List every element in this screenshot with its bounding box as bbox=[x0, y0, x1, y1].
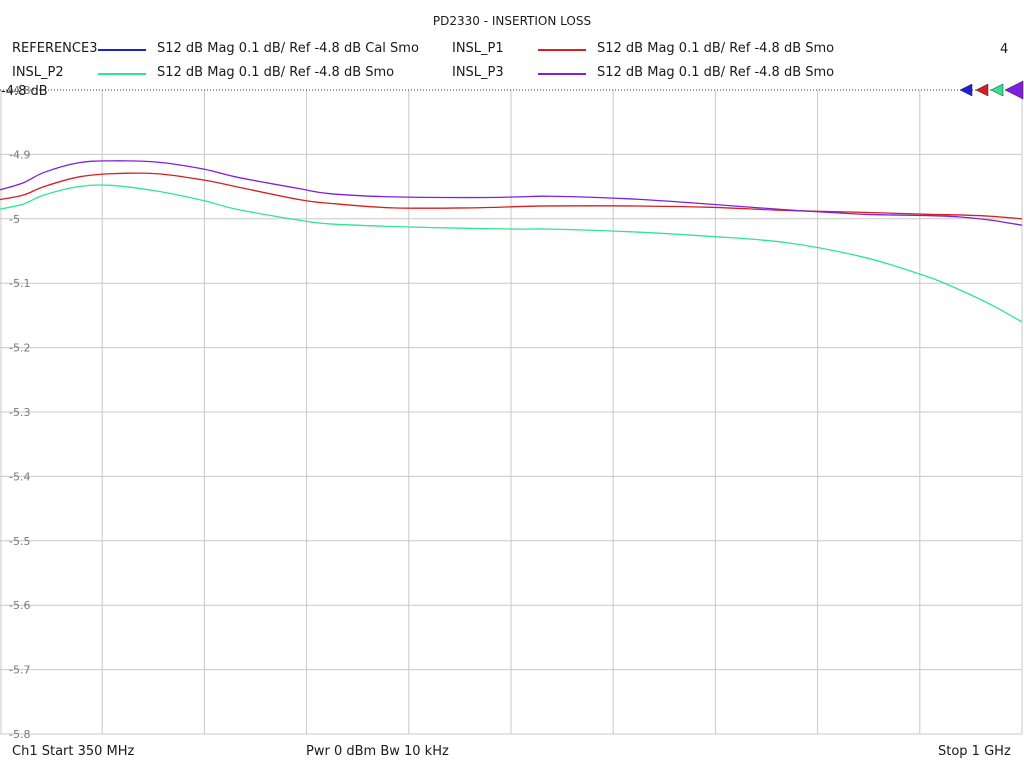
series-line-insl-p3 bbox=[0, 160, 1023, 226]
legend-desc: S12 dB Mag 0.1 dB/ Ref -4.8 dB Smo bbox=[597, 65, 835, 80]
reference-label: -4.8 dB bbox=[1, 84, 48, 99]
y-tick-label: -5.2 bbox=[9, 342, 30, 355]
reference-marker-icon bbox=[990, 83, 1004, 97]
start-frequency: Ch1 Start 350 MHz bbox=[12, 744, 135, 759]
y-tick-label: -5.3 bbox=[9, 406, 30, 419]
series-line-insl-p1 bbox=[0, 172, 1023, 220]
reference-marker-icon bbox=[1004, 80, 1024, 100]
y-tick-label: -5.5 bbox=[9, 535, 30, 548]
reference-marker-icon bbox=[975, 83, 989, 97]
y-tick-label: -5.8 bbox=[9, 728, 30, 741]
legend-name: REFERENCE3 bbox=[12, 41, 98, 56]
trace-markers bbox=[959, 80, 1024, 100]
y-tick-label: -4.8 bbox=[9, 84, 30, 97]
stop-frequency: Stop 1 GHz bbox=[938, 744, 1011, 759]
legend-name: INSL_P2 bbox=[12, 65, 64, 80]
reference-marker-icon bbox=[959, 83, 973, 97]
y-tick-label: -4.9 bbox=[9, 148, 30, 161]
channel-number: 4 bbox=[1000, 42, 1009, 57]
legend-desc: S12 dB Mag 0.1 dB/ Ref -4.8 dB Smo bbox=[597, 41, 835, 56]
legend-desc: S12 dB Mag 0.1 dB/ Ref -4.8 dB Smo bbox=[157, 65, 395, 80]
y-tick-label: -5.7 bbox=[9, 664, 30, 677]
legend-name: INSL_P1 bbox=[452, 41, 504, 56]
y-tick-label: -5.6 bbox=[9, 599, 30, 612]
legend-name: INSL_P3 bbox=[452, 65, 504, 80]
grid bbox=[0, 90, 1023, 735]
y-tick-label: -5.1 bbox=[9, 277, 30, 290]
chart-title: PD2330 - INSERTION LOSS bbox=[432, 14, 592, 28]
series-lines bbox=[0, 160, 1023, 323]
power-bandwidth: Pwr 0 dBm Bw 10 kHz bbox=[306, 744, 449, 759]
legend-swatch bbox=[98, 73, 146, 75]
y-tick-label: -5.4 bbox=[9, 470, 30, 483]
y-tick-labels: -4.8 -4.9 -5 -5.1 -5.2 -5.3 -5.4 -5.5 -5.6 -5.7 -5… bbox=[9, 84, 30, 741]
legend-swatch bbox=[538, 73, 586, 75]
legend-swatch bbox=[538, 49, 586, 51]
y-tick-label: -5 bbox=[9, 213, 20, 226]
legend-desc: S12 dB Mag 0.1 dB/ Ref -4.8 dB Cal Smo bbox=[157, 41, 419, 56]
legend-swatch bbox=[98, 49, 146, 51]
series-line-insl-p2 bbox=[0, 184, 1023, 323]
